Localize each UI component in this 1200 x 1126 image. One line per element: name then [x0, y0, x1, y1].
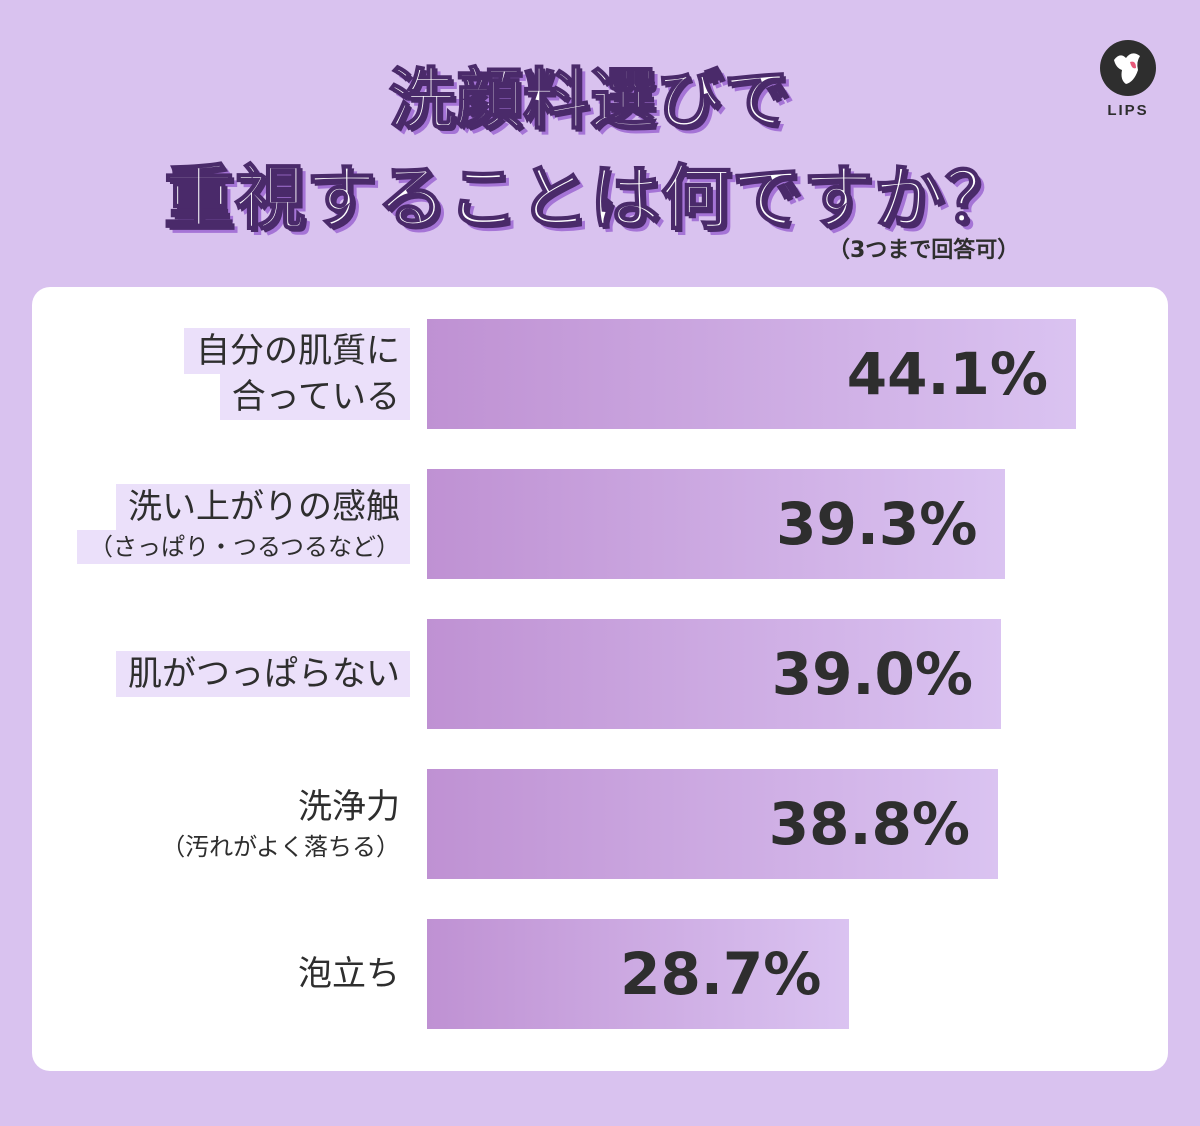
category-label: 洗い上がりの感触 （さっぱり・つるつるなど）: [76, 469, 410, 579]
title-line-2: 重視することは何ですか？: [163, 156, 1016, 240]
bar: 38.8%: [427, 769, 998, 879]
category-label-line: 合っている: [219, 374, 410, 420]
chart-row: 自分の肌質に 合っている 44.1%: [32, 319, 1168, 429]
category-label-line: （汚れがよく落ちる）: [161, 833, 400, 861]
category-label-line: 肌がつっぱらない: [116, 651, 410, 697]
chart-row: 泡立ち 28.7%: [32, 919, 1168, 1029]
category-label-line: 泡立ち: [298, 954, 400, 994]
data-label: 44.1%: [846, 340, 1048, 408]
category-label-line: 自分の肌質に: [184, 328, 410, 374]
category-label-line: 洗い上がりの感触: [116, 484, 410, 530]
chart-row: 肌がつっぱらない 39.0%: [32, 619, 1168, 729]
category-label-line: 洗浄力: [298, 787, 400, 827]
chart-row: 洗浄力 （汚れがよく落ちる） 38.8%: [32, 769, 1168, 879]
data-label: 39.3%: [776, 490, 978, 558]
title-line-1: 洗顔料選びで: [388, 60, 791, 139]
lips-deer-logo-icon: [1100, 40, 1156, 96]
data-label: 38.8%: [768, 790, 970, 858]
bar: 39.3%: [427, 469, 1006, 579]
chart-row: 洗い上がりの感触 （さっぱり・つるつるなど） 39.3%: [32, 469, 1168, 579]
category-label: 肌がつっぱらない: [116, 619, 410, 729]
data-label: 39.0%: [771, 640, 973, 708]
chart-card: 自分の肌質に 合っている 44.1% 洗い上がりの感触 （さっぱり・つるつるなど） 39.…: [32, 287, 1168, 1071]
answer-note: （3つまで回答可）: [828, 238, 1020, 263]
category-label: 泡立ち: [286, 919, 410, 1029]
lips-logo: LIPS: [1100, 40, 1156, 119]
logo-text: LIPS: [1107, 102, 1149, 119]
data-label: 28.7%: [620, 940, 822, 1008]
category-label: 洗浄力 （汚れがよく落ちる）: [149, 769, 410, 879]
bar: 44.1%: [427, 319, 1076, 429]
category-label-line: （さっぱり・つるつるなど）: [76, 530, 410, 564]
bar: 39.0%: [427, 619, 1001, 729]
category-label: 自分の肌質に 合っている: [184, 319, 410, 429]
bar: 28.7%: [427, 919, 850, 1029]
